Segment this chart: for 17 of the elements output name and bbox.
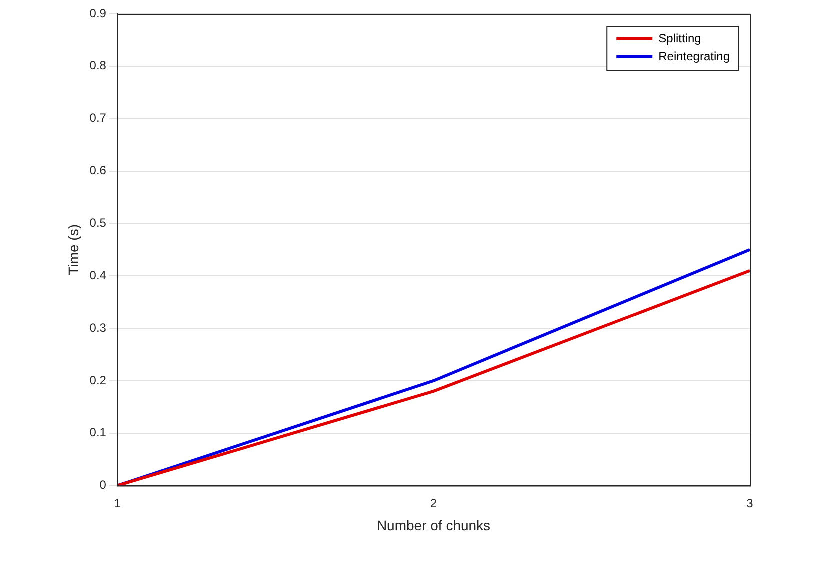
y-tick-label: 0.6 [90, 164, 107, 178]
y-axis-title: Time (s) [65, 224, 82, 276]
y-tick-label: 0.5 [90, 216, 107, 230]
y-tick-label: 0.8 [90, 58, 107, 73]
y-tick-label: 0.4 [90, 268, 107, 282]
y-tick-label: 0 [100, 478, 107, 492]
x-axis-title: Number of chunks [376, 517, 491, 534]
y-tick-label: 0.3 [90, 320, 107, 335]
legend-label: Reintegrating [658, 49, 730, 64]
y-tick-label: 0.7 [90, 111, 107, 126]
y-tick-label: 0.9 [90, 6, 107, 20]
legend-label: Splitting [658, 31, 702, 46]
x-tick-label: 3 [746, 496, 754, 510]
y-tick-label: 0.1 [90, 426, 107, 440]
x-tick-label: 1 [114, 496, 122, 510]
y-tick-label: 0.2 [90, 373, 107, 388]
x-tick-label: 2 [430, 496, 438, 510]
